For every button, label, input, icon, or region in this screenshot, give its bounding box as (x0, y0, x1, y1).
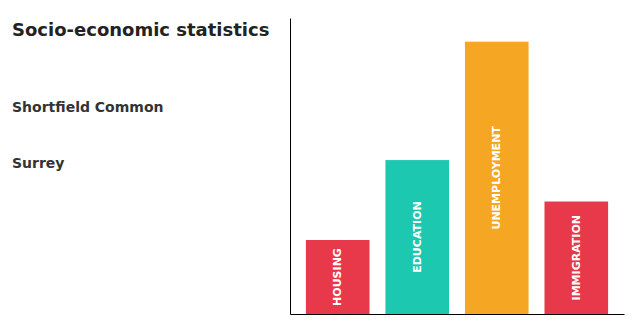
subtitle: Surrey (12, 155, 64, 171)
bar (385, 160, 449, 314)
bar-label: HOUSING (331, 248, 344, 306)
bar (544, 202, 608, 314)
bar (465, 42, 529, 314)
bar (306, 240, 370, 314)
x-axis (291, 314, 625, 315)
y-axis (290, 19, 291, 315)
bar-label: UNEMPLOYMENT (490, 126, 503, 230)
bar-labels: HOUSING EDUCATION UNEMPLOYMENT IMMIGRATION (331, 126, 583, 306)
bar-label: EDUCATION (411, 201, 424, 272)
bars (306, 42, 608, 314)
bar-label: IMMIGRATION (570, 215, 583, 300)
title: Socio-economic statistics (12, 19, 269, 40)
chart-svg: Socio-economic statistics Shortfield Comm… (0, 0, 640, 336)
plot: HOUSING EDUCATION UNEMPLOYMENT IMMIGRATION (291, 19, 625, 315)
y-axis-line (290, 19, 291, 315)
x-axis-line (291, 314, 625, 315)
subtitle: Shortfield Common (12, 99, 163, 115)
